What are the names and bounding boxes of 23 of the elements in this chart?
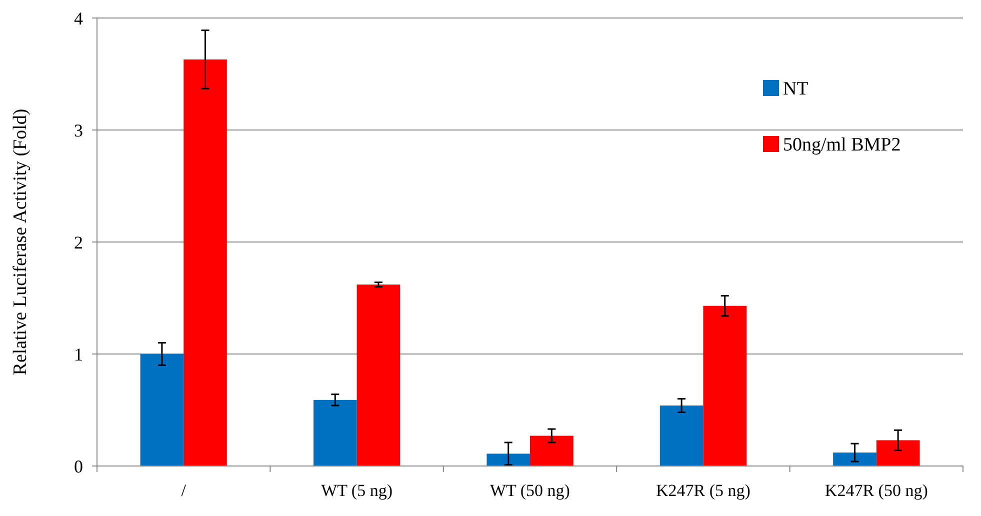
x-tick-label: WT (50 ng) — [490, 481, 570, 500]
bar — [314, 400, 357, 466]
bar — [530, 436, 574, 466]
x-tick-label: WT (5 ng) — [321, 481, 393, 500]
bar — [876, 440, 920, 466]
x-tick-label: / — [181, 481, 186, 500]
y-axis-title: Relative Luciferase Activity (Fold) — [10, 108, 31, 376]
bar — [833, 452, 876, 466]
y-tick-label: 1 — [74, 344, 83, 364]
x-tick-label: K247R (50 ng) — [824, 481, 928, 500]
bar — [486, 454, 530, 466]
bar — [140, 354, 184, 466]
legend-label: NT — [783, 78, 809, 100]
y-tick-label: 0 — [74, 456, 83, 476]
bar — [356, 284, 400, 466]
bar — [703, 306, 746, 466]
legend-label: 50ng/ml BMP2 — [783, 134, 901, 156]
y-tick-label: 4 — [74, 8, 83, 28]
x-tick-label: K247R (5 ng) — [656, 481, 750, 500]
y-tick-label: 3 — [74, 120, 83, 140]
y-tick-label: 2 — [74, 232, 83, 252]
bar — [660, 406, 704, 466]
bar — [184, 59, 227, 466]
